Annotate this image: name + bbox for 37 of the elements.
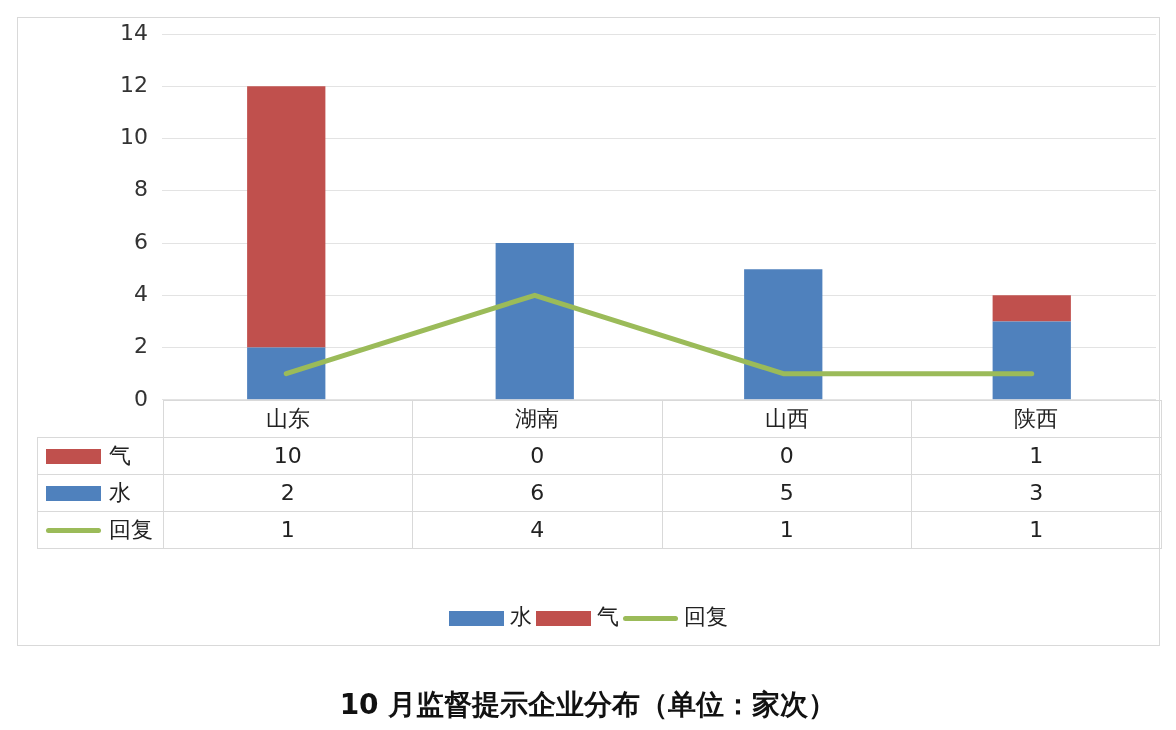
y-tick-label: 10 [120, 124, 148, 150]
data-label: 1 [911, 511, 1161, 549]
y-tick-label: 8 [134, 176, 148, 202]
legend-label: 回复 [109, 516, 153, 542]
data-label: 1 [662, 511, 912, 549]
y-tick-label: 6 [134, 228, 148, 254]
bar [992, 295, 1071, 322]
bar [495, 243, 574, 400]
bar [992, 321, 1071, 400]
y-tick-label: 14 [120, 19, 148, 45]
bar [247, 86, 326, 348]
text: 水 [509, 604, 532, 629]
x-tick-label: 山西 [662, 400, 912, 438]
text: 气 [596, 604, 619, 629]
bar [744, 269, 823, 400]
legend-label: 水 [109, 479, 131, 505]
data-label: 1 [911, 437, 1161, 475]
x-tick-label: 陕西 [911, 400, 1161, 438]
data-label: 6 [412, 474, 662, 512]
y-tick-label: 4 [134, 281, 148, 306]
data-label: 2 [163, 474, 413, 512]
data-label: 5 [662, 474, 912, 512]
y-tick-label: 0 [134, 385, 148, 411]
data-label: 0 [662, 437, 912, 475]
text: 回复 [683, 604, 728, 629]
x-tick-label: 山东 [163, 400, 413, 438]
y-tick-label: 12 [120, 71, 148, 97]
y-tick-label: 2 [134, 333, 148, 359]
x-tick-label: 湖南 [412, 400, 662, 438]
data-label: 10 [163, 437, 413, 475]
bar [247, 347, 326, 400]
legend-label: 气 [109, 442, 131, 468]
data-label: 3 [911, 474, 1161, 512]
data-label: 4 [412, 511, 662, 549]
data-label: 0 [412, 437, 662, 475]
data-label: 1 [163, 511, 413, 549]
text: 10 月监督提示企业分布（单位：家次） [338, 687, 838, 723]
